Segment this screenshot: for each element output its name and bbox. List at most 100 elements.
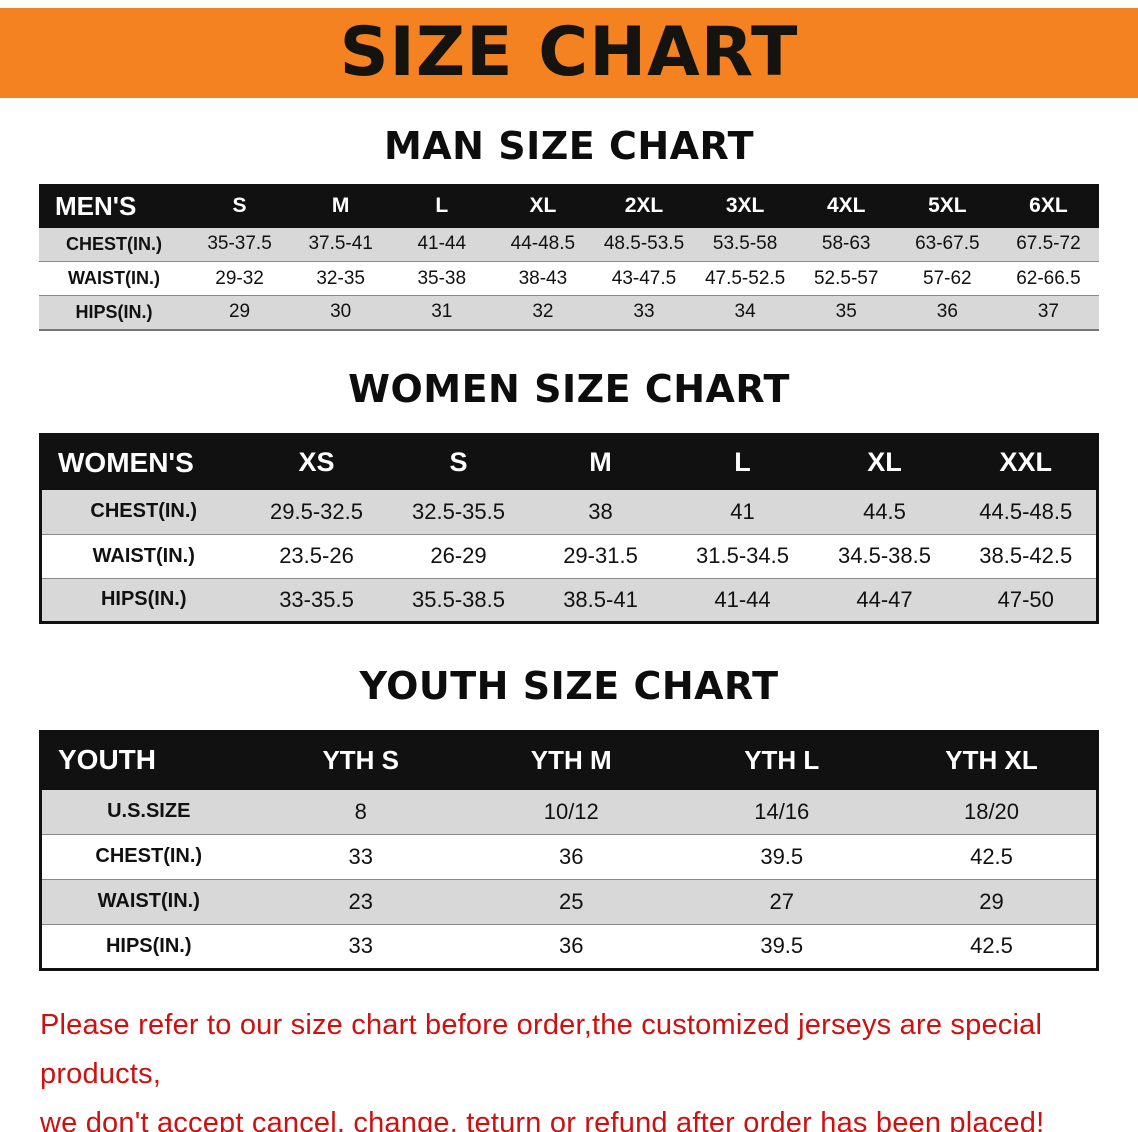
size-header-cell: M	[290, 184, 392, 228]
value-cell: 44.5-48.5	[955, 490, 1098, 535]
value-cell: 41-44	[671, 578, 814, 623]
table-row: CHEST(IN.) 35-37.5 37.5-41 41-44 44-48.5 48.5…	[39, 227, 1099, 262]
value-cell: 29-32	[189, 261, 291, 296]
table-header-row: MEN'S S M L XL 2XL 3XL 4XL 5XL 6XL	[39, 184, 1099, 228]
size-header-cell: L	[671, 434, 814, 490]
value-cell: 31	[391, 295, 493, 330]
value-cell: 33-35.5	[245, 578, 388, 623]
value-cell: 36	[466, 834, 677, 880]
size-header-cell: XL	[492, 184, 594, 228]
youth-size-table: YOUTH YTH S YTH M YTH L YTH XL U.S.SIZE 8 10/12…	[39, 729, 1099, 971]
value-cell: 38.5-42.5	[955, 534, 1098, 579]
value-cell: 29-31.5	[529, 534, 672, 579]
size-header-cell: M	[529, 434, 672, 490]
value-cell: 10/12	[466, 789, 677, 835]
table-header-row: WOMEN'S XS S M L XL XXL	[40, 434, 1098, 490]
table-header-row: YOUTH YTH S YTH M YTH L YTH XL	[40, 731, 1098, 790]
table-row: CHEST(IN.) 29.5-32.5 32.5-35.5 38 41 44.5 44.5…	[40, 490, 1098, 535]
value-cell: 38	[529, 490, 672, 535]
size-chart-banner: SIZE CHART	[0, 8, 1138, 98]
value-cell: 33	[593, 295, 695, 330]
value-cell: 44-47	[813, 578, 956, 623]
table-row: CHEST(IN.) 33 36 39.5 42.5	[40, 834, 1098, 880]
size-header-cell: 2XL	[593, 184, 695, 228]
value-cell: 8	[255, 789, 466, 835]
value-cell: 41	[671, 490, 814, 535]
row-label-cell: CHEST(IN.)	[40, 834, 256, 880]
value-cell: 58-63	[795, 227, 897, 262]
youth-size-section: YOUTH SIZE CHART YOUTH YTH S YTH M YTH L YTH…	[0, 664, 1138, 971]
value-cell: 57-62	[896, 261, 998, 296]
row-label-cell: WAIST(IN.)	[40, 879, 256, 925]
size-chart-page: SIZE CHART MAN SIZE CHART MEN'S S M L XL 2XL 3…	[0, 8, 1138, 1132]
value-cell: 38-43	[492, 261, 594, 296]
row-label-cell: HIPS(IN.)	[39, 295, 189, 330]
value-cell: 62-66.5	[997, 261, 1099, 296]
table-row: WAIST(IN.) 23 25 27 29	[40, 879, 1098, 925]
value-cell: 63-67.5	[896, 227, 998, 262]
value-cell: 27	[676, 879, 887, 925]
table-row: HIPS(IN.) 33-35.5 35.5-38.5 38.5-41 41-44 44-…	[40, 578, 1098, 623]
value-cell: 30	[290, 295, 392, 330]
banner-title: SIZE CHART	[339, 13, 799, 92]
value-cell: 35-38	[391, 261, 493, 296]
value-cell: 36	[466, 924, 677, 970]
value-cell: 43-47.5	[593, 261, 695, 296]
size-header-cell: YTH XL	[887, 731, 1098, 790]
size-header-cell: YTH L	[676, 731, 887, 790]
men-section-heading: MAN SIZE CHART	[383, 124, 755, 168]
value-cell: 23.5-26	[245, 534, 388, 579]
size-header-cell: L	[391, 184, 493, 228]
size-header-cell: S	[189, 184, 291, 228]
value-cell: 47.5-52.5	[694, 261, 796, 296]
value-cell: 34	[694, 295, 796, 330]
value-cell: 32-35	[290, 261, 392, 296]
value-cell: 44-48.5	[492, 227, 594, 262]
table-row: WAIST(IN.) 23.5-26 26-29 29-31.5 31.5-34.5 34…	[40, 534, 1098, 579]
row-label-cell: HIPS(IN.)	[40, 924, 256, 970]
size-header-cell: 6XL	[997, 184, 1099, 228]
value-cell: 25	[466, 879, 677, 925]
women-size-section: WOMEN SIZE CHART WOMEN'S XS S M L XL XXL CHEST(…	[0, 367, 1138, 624]
size-header-cell: S	[387, 434, 530, 490]
row-label-cell: WAIST(IN.)	[40, 534, 246, 579]
value-cell: 44.5	[813, 490, 956, 535]
size-header-cell: YTH M	[466, 731, 677, 790]
value-cell: 35-37.5	[189, 227, 291, 262]
size-header-cell: 5XL	[896, 184, 998, 228]
value-cell: 32.5-35.5	[387, 490, 530, 535]
size-header-cell: YTH S	[255, 731, 466, 790]
table-title-cell: YOUTH	[40, 731, 256, 790]
size-header-cell: XS	[245, 434, 388, 490]
size-header-cell: XL	[813, 434, 956, 490]
value-cell: 29.5-32.5	[245, 490, 388, 535]
value-cell: 48.5-53.5	[593, 227, 695, 262]
value-cell: 42.5	[887, 924, 1098, 970]
men-size-table: MEN'S S M L XL 2XL 3XL 4XL 5XL 6XL CHEST(IN.) 35-37…	[39, 184, 1099, 331]
value-cell: 39.5	[676, 924, 887, 970]
row-label-cell: U.S.SIZE	[40, 789, 256, 835]
value-cell: 29	[189, 295, 291, 330]
women-size-table: WOMEN'S XS S M L XL XXL CHEST(IN.) 29.5-32.5 32.5…	[39, 432, 1099, 624]
value-cell: 52.5-57	[795, 261, 897, 296]
row-label-cell: CHEST(IN.)	[40, 490, 246, 535]
value-cell: 38.5-41	[529, 578, 672, 623]
row-label-cell: HIPS(IN.)	[40, 578, 246, 623]
row-label-cell: CHEST(IN.)	[39, 227, 189, 262]
table-title-cell: WOMEN'S	[40, 434, 246, 490]
value-cell: 36	[896, 295, 998, 330]
value-cell: 67.5-72	[997, 227, 1099, 262]
size-header-cell: XXL	[955, 434, 1098, 490]
size-header-cell: 3XL	[694, 184, 796, 228]
row-label-cell: WAIST(IN.)	[39, 261, 189, 296]
value-cell: 31.5-34.5	[671, 534, 814, 579]
value-cell: 23	[255, 879, 466, 925]
value-cell: 33	[255, 924, 466, 970]
women-section-heading: WOMEN SIZE CHART	[348, 366, 790, 411]
value-cell: 42.5	[887, 834, 1098, 880]
table-row: HIPS(IN.) 29 30 31 32 33 34 35 36 37	[39, 295, 1099, 330]
table-row: HIPS(IN.) 33 36 39.5 42.5	[40, 924, 1098, 970]
table-row: U.S.SIZE 8 10/12 14/16 18/20	[40, 789, 1098, 835]
value-cell: 33	[255, 834, 466, 880]
value-cell: 41-44	[391, 227, 493, 262]
